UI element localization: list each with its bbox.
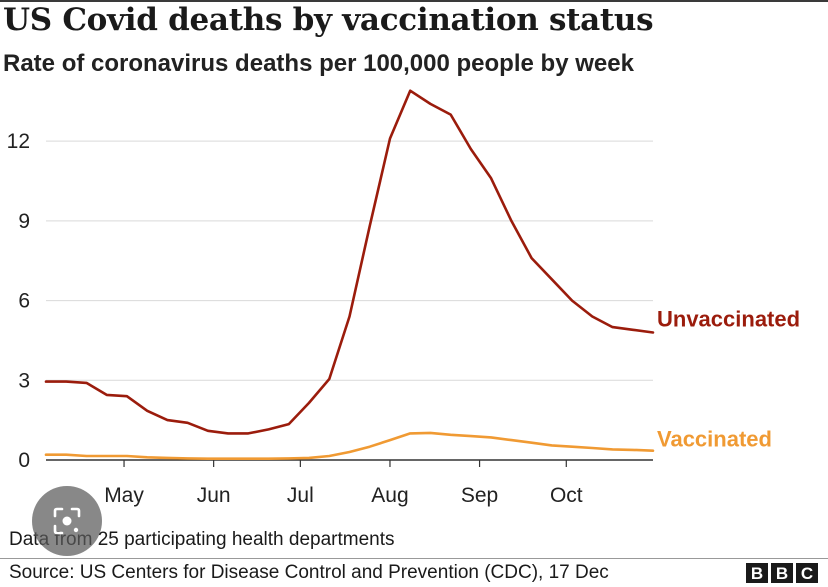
lens-search-button[interactable] bbox=[32, 486, 102, 556]
x-tick-label: Jul bbox=[287, 484, 314, 507]
logo-letter: C bbox=[796, 563, 818, 583]
x-tick-label: Sep bbox=[461, 484, 498, 507]
chart-title: US Covid deaths by vaccination status bbox=[3, 2, 654, 38]
series-label-vaccinated: Vaccinated bbox=[657, 427, 772, 452]
footer-divider bbox=[0, 558, 828, 559]
x-tick-label: May bbox=[104, 484, 144, 507]
y-tick-label: 0 bbox=[18, 449, 30, 472]
y-tick-label: 12 bbox=[7, 130, 30, 153]
x-tick-label: Oct bbox=[550, 484, 583, 507]
x-tick-label: Aug bbox=[371, 484, 408, 507]
series-line-unvaccinated bbox=[44, 89, 655, 435]
y-tick-label: 9 bbox=[18, 210, 30, 233]
y-tick-label: 6 bbox=[18, 290, 30, 313]
series-line-vaccinated bbox=[44, 431, 655, 461]
y-tick-label: 3 bbox=[18, 369, 30, 392]
x-tick-label: Jun bbox=[197, 484, 231, 507]
logo-letter: B bbox=[771, 563, 793, 583]
bbc-logo: B B C bbox=[746, 563, 818, 583]
logo-letter: B bbox=[746, 563, 768, 583]
source-text: Source: US Centers for Disease Control a… bbox=[9, 562, 609, 583]
line-chart: 0 3 6 9 12 May Jun Jul Aug Sep Oct Unvaccinated Vacc… bbox=[7, 89, 800, 507]
series-label-unvaccinated: Unvaccinated bbox=[657, 306, 800, 331]
chart-subtitle: Rate of coronavirus deaths per 100,000 p… bbox=[3, 50, 634, 77]
lens-search-icon bbox=[53, 507, 81, 535]
top-rule bbox=[0, 0, 828, 2]
data-note: Data from 25 participating health depart… bbox=[9, 529, 395, 550]
